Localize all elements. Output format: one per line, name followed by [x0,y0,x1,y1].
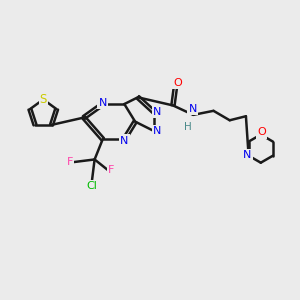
Text: H: H [184,122,192,132]
Text: N: N [153,107,161,117]
Text: F: F [67,157,73,166]
Text: N: N [98,98,107,108]
Text: O: O [173,78,182,88]
Text: F: F [108,165,115,175]
Text: O: O [257,128,266,137]
Text: S: S [40,93,47,106]
Text: N: N [243,150,251,160]
Text: N: N [120,136,128,146]
Text: N: N [153,126,161,136]
Text: N: N [188,104,197,114]
Text: Cl: Cl [86,181,97,191]
